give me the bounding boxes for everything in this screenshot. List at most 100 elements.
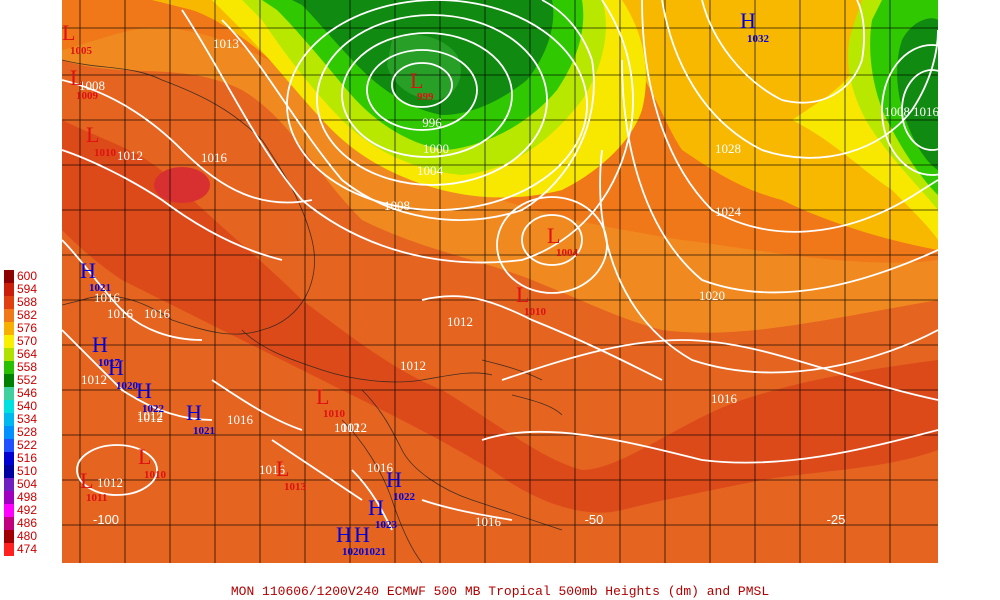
legend-item: 486 (4, 517, 44, 530)
center-letter: H (386, 467, 402, 492)
land-outlines (62, 59, 563, 563)
map-caption: MON 110606/1200V240 ECMWF 500 MB Tropica… (230, 584, 770, 599)
legend-item: 534 (4, 413, 44, 426)
isobar-label: 1012 (334, 420, 360, 435)
legend-label: 552 (17, 373, 38, 387)
isobar-label: 1008 (79, 78, 105, 93)
isobar-label: 1008 (884, 104, 910, 119)
legend-swatch (4, 270, 14, 283)
center-letter: L (62, 20, 75, 45)
legend-item: 594 (4, 283, 44, 296)
pressure-center-low: L 1013 (276, 456, 307, 493)
pressure-center-low: L 1004 (547, 223, 579, 259)
legend-item: 600 (4, 270, 44, 283)
pressure-center-high: H 1020 (108, 355, 139, 392)
pressure-center-low: L 1005 (62, 20, 93, 57)
pressure-center-low: L 1011 (80, 468, 107, 504)
legend-item: 504 (4, 478, 44, 491)
pressure-center-low: L 1010 (138, 444, 167, 481)
center-value: 1013 (284, 481, 307, 493)
isobar-label: 1012 (97, 475, 123, 490)
legend-swatch (4, 296, 14, 309)
center-value: 1021 (89, 282, 111, 294)
isobar-label: 1012 (137, 410, 163, 425)
legend-item: 540 (4, 400, 44, 413)
legend-swatch (4, 530, 14, 543)
legend-swatch (4, 309, 14, 322)
legend-swatch (4, 283, 14, 296)
legend-label: 576 (17, 321, 38, 335)
legend-swatch (4, 374, 14, 387)
pressure-center-high: H 1022 (386, 467, 416, 503)
isobar-label: 1012 (117, 148, 143, 163)
legend-label: 516 (17, 451, 38, 465)
center-letter: H (108, 355, 124, 380)
center-letter: L (70, 65, 83, 90)
pressure-center-high: H 1021 (80, 258, 111, 294)
legend-swatch (4, 478, 14, 491)
isobar-label: 1020 (699, 288, 725, 303)
pressure-center-high: H 1023 (368, 495, 398, 531)
center-letter: H (136, 378, 152, 403)
isobar-label: 1016 (201, 150, 228, 165)
center-value: 1020 (342, 546, 365, 558)
center-letter: L (516, 282, 529, 307)
legend-swatch (4, 504, 14, 517)
isobar-label: 1016 (94, 290, 121, 305)
isobar-label: 1016 (475, 514, 502, 529)
legend-swatch (4, 413, 14, 426)
longitude-label: -100 (93, 512, 119, 527)
legend-label: 510 (17, 464, 38, 478)
isobar-label: 1012 (81, 372, 107, 387)
legend-swatch (4, 361, 14, 374)
center-letter: H (80, 258, 96, 283)
legend-item: 588 (4, 296, 44, 309)
center-letter: L (410, 68, 423, 93)
legend-swatch (4, 322, 14, 335)
legend-label: 588 (17, 295, 38, 309)
longitude-labels: -100 -50 -25 (93, 512, 845, 527)
legend-item: 576 (4, 322, 44, 335)
center-letter: L (276, 456, 289, 481)
center-value: 1011 (86, 492, 107, 504)
pressure-center-high: H 1021 (354, 522, 386, 558)
isobar-label: 1000 (423, 141, 449, 156)
center-value: 1022 (393, 491, 416, 503)
legend-item: 546 (4, 387, 44, 400)
legend-item: 510 (4, 465, 44, 478)
legend-swatch (4, 348, 14, 361)
height-shade-552-east (897, 18, 938, 171)
longitude-label: -25 (827, 512, 846, 527)
legend-label: 594 (17, 282, 38, 296)
longitude-label: -50 (585, 512, 604, 527)
pressure-center-high: H 1032 (740, 8, 770, 45)
legend-swatch (4, 426, 14, 439)
center-letter: L (138, 444, 151, 469)
pressure-center-low: L 999 (410, 68, 434, 103)
pressure-center-high: H 1021 (186, 400, 215, 437)
legend-swatch (4, 439, 14, 452)
isobar-label: 1016 (711, 391, 738, 406)
legend-label: 540 (17, 399, 38, 413)
legend-item: 516 (4, 452, 44, 465)
isobar-label: 1012 (341, 420, 367, 435)
legend-item: 552 (4, 374, 44, 387)
legend-item: 492 (4, 504, 44, 517)
legend-label: 522 (17, 438, 38, 452)
legend-item: 582 (4, 309, 44, 322)
center-value: 1005 (70, 45, 93, 57)
center-letter: H (186, 400, 202, 425)
center-value: 1004 (556, 247, 579, 259)
legend-label: 558 (17, 360, 38, 374)
isobar-label: 1012 (447, 314, 473, 329)
isobar-label: 1008 (384, 198, 410, 213)
legend-item: 564 (4, 348, 44, 361)
legend-label: 504 (17, 477, 38, 491)
pressure-center-low: L 1009 (70, 65, 99, 102)
legend-item: 570 (4, 335, 44, 348)
legend-swatch (4, 400, 14, 413)
legend-swatch (4, 387, 14, 400)
pressure-center-low: L 1010 (86, 122, 117, 159)
center-value: 1010 (144, 469, 167, 481)
pressure-center-high: H 1020 (336, 522, 365, 558)
